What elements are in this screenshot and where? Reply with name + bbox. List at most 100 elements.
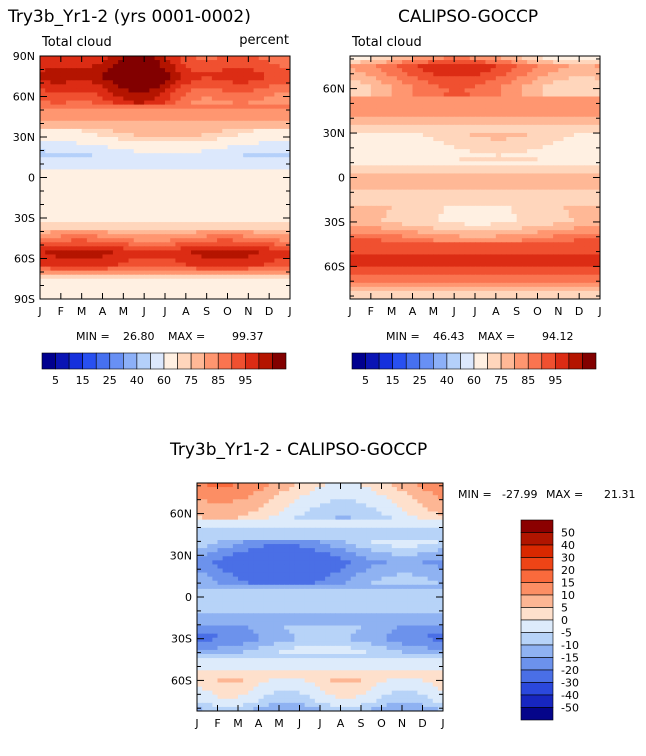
contour-cell — [254, 117, 260, 122]
contour-cell — [56, 64, 62, 69]
colorbar-swatch — [191, 353, 205, 369]
contour-cell — [517, 133, 523, 138]
contour-cell — [61, 76, 67, 81]
contour-cell — [280, 186, 286, 191]
contour-cell — [485, 165, 491, 170]
contour-cell — [584, 97, 590, 102]
contour-cell — [243, 129, 249, 134]
contour-cell — [532, 133, 538, 138]
contour-cell — [113, 80, 119, 85]
contour-cell — [129, 275, 135, 280]
contour-cell — [470, 222, 476, 227]
contour-cell — [248, 125, 254, 130]
contour-cell — [402, 198, 408, 203]
contour-cell — [160, 275, 166, 280]
contour-cell — [217, 222, 223, 227]
contour-cell — [496, 145, 502, 150]
contour-cell — [66, 254, 72, 259]
contour-cell — [248, 190, 254, 195]
contour-cell — [108, 263, 114, 268]
contour-cell — [160, 97, 166, 102]
contour-cell — [454, 222, 460, 227]
contour-cell — [413, 173, 419, 178]
contour-cell — [149, 145, 155, 150]
contour-cell — [248, 202, 254, 207]
contour-cell — [175, 157, 181, 162]
contour-cell — [186, 133, 192, 138]
contour-cell — [543, 80, 549, 85]
contour-cell — [155, 202, 161, 207]
contour-cell — [564, 80, 570, 85]
contour-cell — [191, 291, 197, 296]
contour-cell — [381, 117, 387, 122]
contour-cell — [418, 145, 424, 150]
contour-cell — [144, 263, 150, 268]
contour-cell — [248, 149, 254, 154]
contour-cell — [50, 60, 56, 65]
contour-cell — [449, 198, 455, 203]
contour-cell — [186, 186, 192, 191]
contour-cell — [108, 129, 114, 134]
contour-cell — [439, 161, 445, 166]
contour-cell — [160, 234, 166, 239]
contour-cell — [501, 76, 507, 81]
contour-cell — [522, 97, 528, 102]
contour-cell — [144, 259, 150, 264]
contour-cell — [511, 117, 517, 122]
contour-cell — [123, 109, 129, 114]
contour-cell — [254, 230, 260, 235]
contour-cell — [165, 161, 171, 166]
contour-cell — [511, 214, 517, 219]
contour-cell — [491, 97, 497, 102]
contour-cell — [274, 287, 280, 292]
contour-cell — [439, 210, 445, 215]
contour-cell — [584, 182, 590, 187]
contour-cell — [175, 250, 181, 255]
contour-cell — [386, 92, 392, 97]
contour-cell — [413, 206, 419, 211]
contour-cell — [371, 182, 377, 187]
contour-cell — [517, 101, 523, 106]
panel2-title: CALIPSO-GOCCP — [398, 7, 538, 27]
contour-cell — [548, 206, 554, 211]
contour-cell — [259, 178, 265, 183]
contour-cell — [50, 250, 56, 255]
contour-cell — [465, 214, 471, 219]
contour-cell — [532, 92, 538, 97]
contour-cell — [444, 76, 450, 81]
contour-cell — [228, 97, 234, 102]
contour-cell — [103, 117, 109, 122]
contour-cell — [207, 218, 213, 223]
contour-cell — [170, 242, 176, 247]
contour-cell — [569, 190, 575, 195]
contour-cell — [454, 202, 460, 207]
contour-cell — [480, 133, 486, 138]
contour-cell — [522, 214, 528, 219]
contour-cell — [118, 202, 124, 207]
contour-cell — [139, 105, 145, 110]
contour-cell — [579, 105, 585, 110]
contour-cell — [201, 173, 207, 178]
contour-cell — [118, 133, 124, 138]
contour-cell — [386, 88, 392, 93]
contour-cell — [97, 117, 103, 122]
contour-cell — [371, 222, 377, 227]
contour-cell — [274, 275, 280, 280]
contour-cell — [522, 105, 528, 110]
contour-cell — [254, 190, 260, 195]
contour-cell — [61, 129, 67, 134]
contour-cell — [392, 137, 398, 142]
contour-cell — [212, 206, 218, 211]
contour-cell — [149, 250, 155, 255]
contour-cell — [191, 121, 197, 126]
contour-cell — [228, 88, 234, 93]
contour-cell — [553, 210, 559, 215]
contour-cell — [66, 206, 72, 211]
contour-cell — [248, 218, 254, 223]
contour-cell — [491, 157, 497, 162]
contour-cell — [553, 190, 559, 195]
contour-cell — [212, 218, 218, 223]
contour-cell — [465, 190, 471, 195]
contour-cell — [92, 178, 98, 183]
contour-cell — [392, 153, 398, 158]
